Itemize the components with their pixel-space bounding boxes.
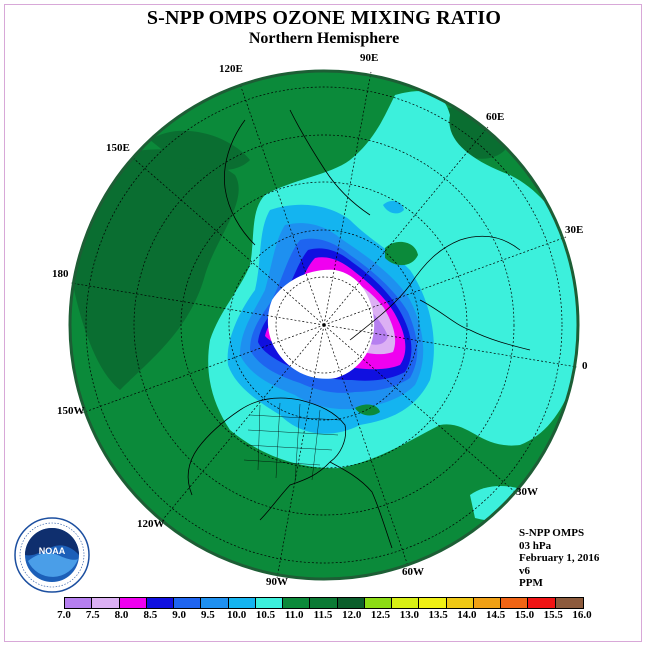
color-bar-swatch: [255, 598, 283, 608]
color-bar-tick-label: 14.5: [486, 609, 506, 621]
color-bar-tick-label: 11.0: [284, 609, 304, 621]
color-bar-swatch: [146, 598, 174, 608]
color-bar-swatch: [310, 598, 338, 608]
us-state-lines: [243, 402, 341, 483]
color-bar-tick-label: 12.5: [370, 609, 391, 621]
coastline-east-asia: [289, 109, 371, 216]
lon-label-60e: 60E: [486, 111, 505, 123]
coastline-central-america: [329, 461, 393, 549]
figure-frame: [4, 4, 642, 642]
meridian-90w: [276, 324, 325, 579]
lon-label-150e: 150E: [106, 142, 130, 154]
coastlines: [187, 109, 531, 549]
lon-label-60w: 60W: [402, 566, 424, 578]
color-bar-tick-label: 11.5: [313, 609, 333, 621]
latitude-circle-70: [228, 229, 420, 421]
color-bar-swatch: [501, 598, 529, 608]
us-state-grid: [243, 402, 341, 483]
color-bar-swatch: [65, 598, 93, 608]
color-bar-swatch: [283, 598, 311, 608]
color-bar-swatch: [392, 598, 420, 608]
color-bar-swatch: [446, 598, 474, 608]
map-title: S-NPP OMPS OZONE MIXING RATIO: [146, 7, 502, 29]
color-bar-tick-label: 7.0: [57, 609, 71, 621]
ozone-island-green-2: [355, 404, 380, 416]
meridian-150w: [81, 324, 325, 414]
coastline-north-america-west: [187, 409, 241, 496]
color-bar-tick-label: 10.0: [227, 609, 247, 621]
color-bar-swatch: [119, 598, 147, 608]
ozone-region-11p5-12-north: [150, 130, 250, 171]
color-bar-tick-label: 13.5: [428, 609, 448, 621]
latitude-circle-80: [275, 276, 373, 374]
meridian-0: [323, 324, 578, 368]
color-bar: [64, 597, 584, 609]
coastline-europe: [419, 299, 531, 351]
color-bar-swatch: [92, 598, 120, 608]
info-units: PPM: [519, 577, 543, 589]
color-bar-swatch: [473, 598, 501, 608]
coastline-north-america-east: [239, 397, 347, 521]
info-level: 03 hPa: [519, 539, 552, 552]
lon-label-180: 180: [52, 268, 69, 280]
info-version: v6: [519, 564, 530, 577]
noaa-logo: NOAA: [14, 517, 90, 593]
lon-label-0: 0: [582, 360, 588, 372]
color-bar-swatch: [337, 598, 365, 608]
color-bar-swatch: [364, 598, 392, 608]
lon-label-90w: 90W: [266, 576, 288, 588]
meridian-60e: [323, 126, 489, 326]
ozone-island-blue: [383, 200, 404, 214]
graticule: [70, 71, 578, 579]
coastline-siberia-east: [224, 119, 256, 246]
info-date: February 1, 2016: [519, 552, 600, 564]
lon-label-30w: 30W: [516, 486, 538, 498]
lon-label-150w: 150W: [57, 405, 85, 417]
latitude-circle-50: [133, 134, 515, 516]
color-bar-tick-label: 16.0: [572, 609, 592, 621]
color-bar-tick-label: 15.5: [543, 609, 563, 621]
noaa-logo-wordmark: NOAA: [39, 546, 66, 556]
color-bar-tick-label: 9.0: [172, 609, 186, 621]
lon-label-120e: 120E: [219, 63, 243, 75]
color-bar-tick-label: 15.0: [514, 609, 535, 621]
color-bar-swatch: [528, 598, 556, 608]
meridian-30e: [323, 236, 567, 326]
color-bar-swatch: [201, 598, 229, 608]
color-bar-swatch: [419, 598, 447, 608]
ozone-island-green-1: [385, 241, 418, 266]
meridian-120w: [159, 324, 325, 524]
color-bar-swatch: [174, 598, 202, 608]
lon-label-120w: 120W: [137, 518, 165, 530]
color-bar-tick-label: 10.5: [255, 609, 276, 621]
color-bar-tick-label: 8.0: [114, 609, 129, 621]
color-bar-swatch: [228, 598, 256, 608]
color-bar-tick-label: 9.5: [201, 609, 215, 621]
meridian-60w: [323, 324, 409, 567]
lon-label-30e: 30E: [565, 224, 584, 236]
color-bar-tick-label: 7.5: [85, 609, 100, 621]
meridian-120e: [239, 83, 325, 326]
meridian-90e: [323, 71, 372, 326]
lon-label-90e: 90E: [360, 52, 379, 64]
map-boundary-circle: [68, 69, 580, 581]
map-subtitle: Northern Hemisphere: [248, 30, 400, 47]
color-bar-tick-label: 8.5: [143, 609, 158, 621]
latitude-circle-40: [85, 86, 563, 564]
color-bar-swatch: [555, 598, 583, 608]
meridian-180: [70, 282, 325, 326]
coastline-eurasia-north: [349, 235, 521, 341]
product-info: S-NPP OMPS 03 hPa February 1, 2016 v6 PP…: [519, 527, 599, 590]
ozone-region-11p5-12-west: [70, 149, 239, 390]
info-instrument: S-NPP OMPS: [519, 527, 585, 539]
color-bar-tick-label: 12.0: [342, 609, 362, 621]
color-bar-tick-label: 14.0: [457, 609, 477, 621]
color-bar-tick-label: 13.0: [399, 609, 419, 621]
